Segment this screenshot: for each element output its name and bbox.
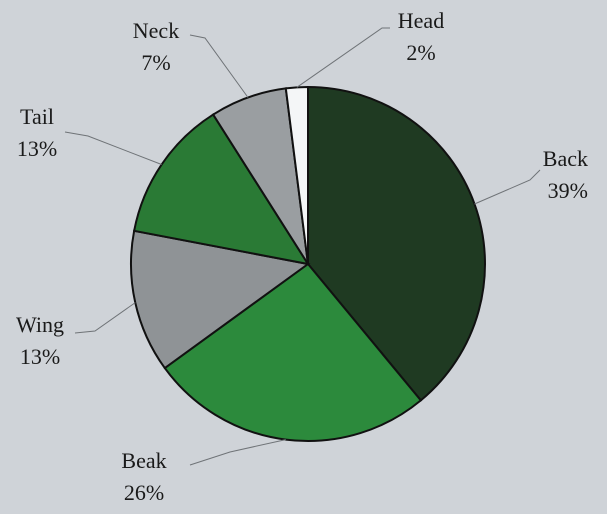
slice-label-tail: Tail bbox=[20, 104, 54, 129]
slice-label-wing: Wing bbox=[16, 312, 64, 337]
leader-line-wing bbox=[74, 302, 136, 334]
slice-label-head: Head bbox=[398, 8, 444, 33]
pie-slice-beak bbox=[163, 262, 423, 442]
leader-line-beak bbox=[189, 439, 286, 466]
slice-percent-beak: 26% bbox=[124, 480, 164, 505]
slice-label-beak: Beak bbox=[121, 448, 166, 473]
slice-percent-neck: 7% bbox=[141, 50, 170, 75]
leader-line-tail bbox=[64, 131, 162, 165]
leader-line-neck bbox=[189, 34, 249, 98]
slice-labels: Back 39% Beak 26% Wing 13% Tail 13% Neck 7% Head 2% bbox=[16, 8, 588, 505]
pie-slices bbox=[130, 85, 486, 442]
slice-label-back: Back bbox=[543, 146, 588, 171]
slice-percent-wing: 13% bbox=[20, 344, 60, 369]
leader-line-head bbox=[296, 27, 390, 88]
slice-label-neck: Neck bbox=[133, 18, 179, 43]
slice-percent-head: 2% bbox=[406, 40, 435, 65]
slice-percent-back: 39% bbox=[548, 178, 588, 203]
pie-slice-head bbox=[284, 85, 309, 265]
leader-line-back bbox=[474, 169, 541, 205]
slice-percent-tail: 13% bbox=[17, 136, 57, 161]
leader-lines bbox=[64, 27, 541, 466]
pie-slice-tail bbox=[132, 113, 311, 266]
